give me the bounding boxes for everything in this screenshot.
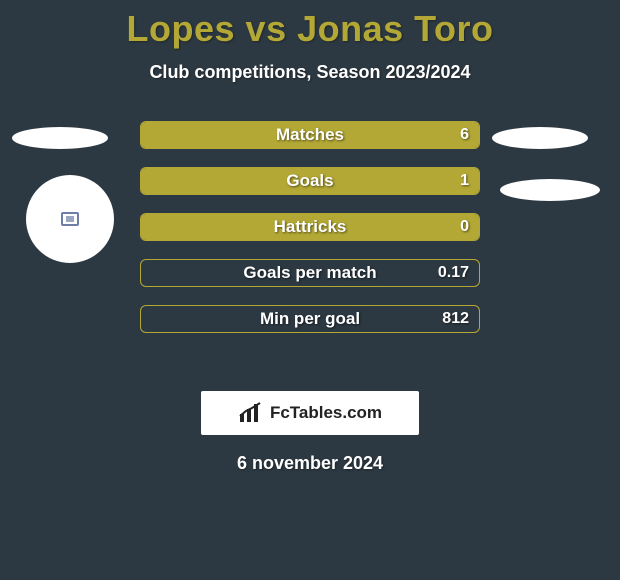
left-ellipse-1 bbox=[12, 127, 108, 149]
stat-bars: Matches 6 Goals 1 Hattricks 0 Goals per … bbox=[140, 121, 480, 351]
stat-label: Matches bbox=[276, 125, 344, 145]
stat-value: 0 bbox=[460, 218, 469, 236]
stat-row-matches: Matches 6 bbox=[140, 121, 480, 149]
image-placeholder-icon bbox=[61, 212, 79, 226]
stat-value: 6 bbox=[460, 126, 469, 144]
stat-value: 1 bbox=[460, 172, 469, 190]
stat-value: 812 bbox=[442, 310, 469, 328]
player-avatar-placeholder bbox=[26, 175, 114, 263]
stat-label: Min per goal bbox=[260, 309, 360, 329]
stat-label: Goals per match bbox=[243, 263, 376, 283]
stat-row-gpm: Goals per match 0.17 bbox=[140, 259, 480, 287]
brand-text: FcTables.com bbox=[270, 403, 382, 423]
stat-value: 0.17 bbox=[438, 264, 469, 282]
brand-box[interactable]: FcTables.com bbox=[201, 391, 419, 435]
stat-label: Hattricks bbox=[274, 217, 347, 237]
stat-row-hattricks: Hattricks 0 bbox=[140, 213, 480, 241]
stat-row-mpg: Min per goal 812 bbox=[140, 305, 480, 333]
right-ellipse-1 bbox=[492, 127, 588, 149]
stat-row-goals: Goals 1 bbox=[140, 167, 480, 195]
stat-label: Goals bbox=[286, 171, 333, 191]
comparison-page: Lopes vs Jonas Toro Club competitions, S… bbox=[0, 0, 620, 580]
page-title: Lopes vs Jonas Toro bbox=[0, 0, 620, 50]
subtitle: Club competitions, Season 2023/2024 bbox=[0, 62, 620, 83]
chart-area: Matches 6 Goals 1 Hattricks 0 Goals per … bbox=[0, 121, 620, 381]
brand-chart-icon bbox=[238, 402, 264, 424]
right-ellipse-2 bbox=[500, 179, 600, 201]
date-text: 6 november 2024 bbox=[0, 453, 620, 474]
